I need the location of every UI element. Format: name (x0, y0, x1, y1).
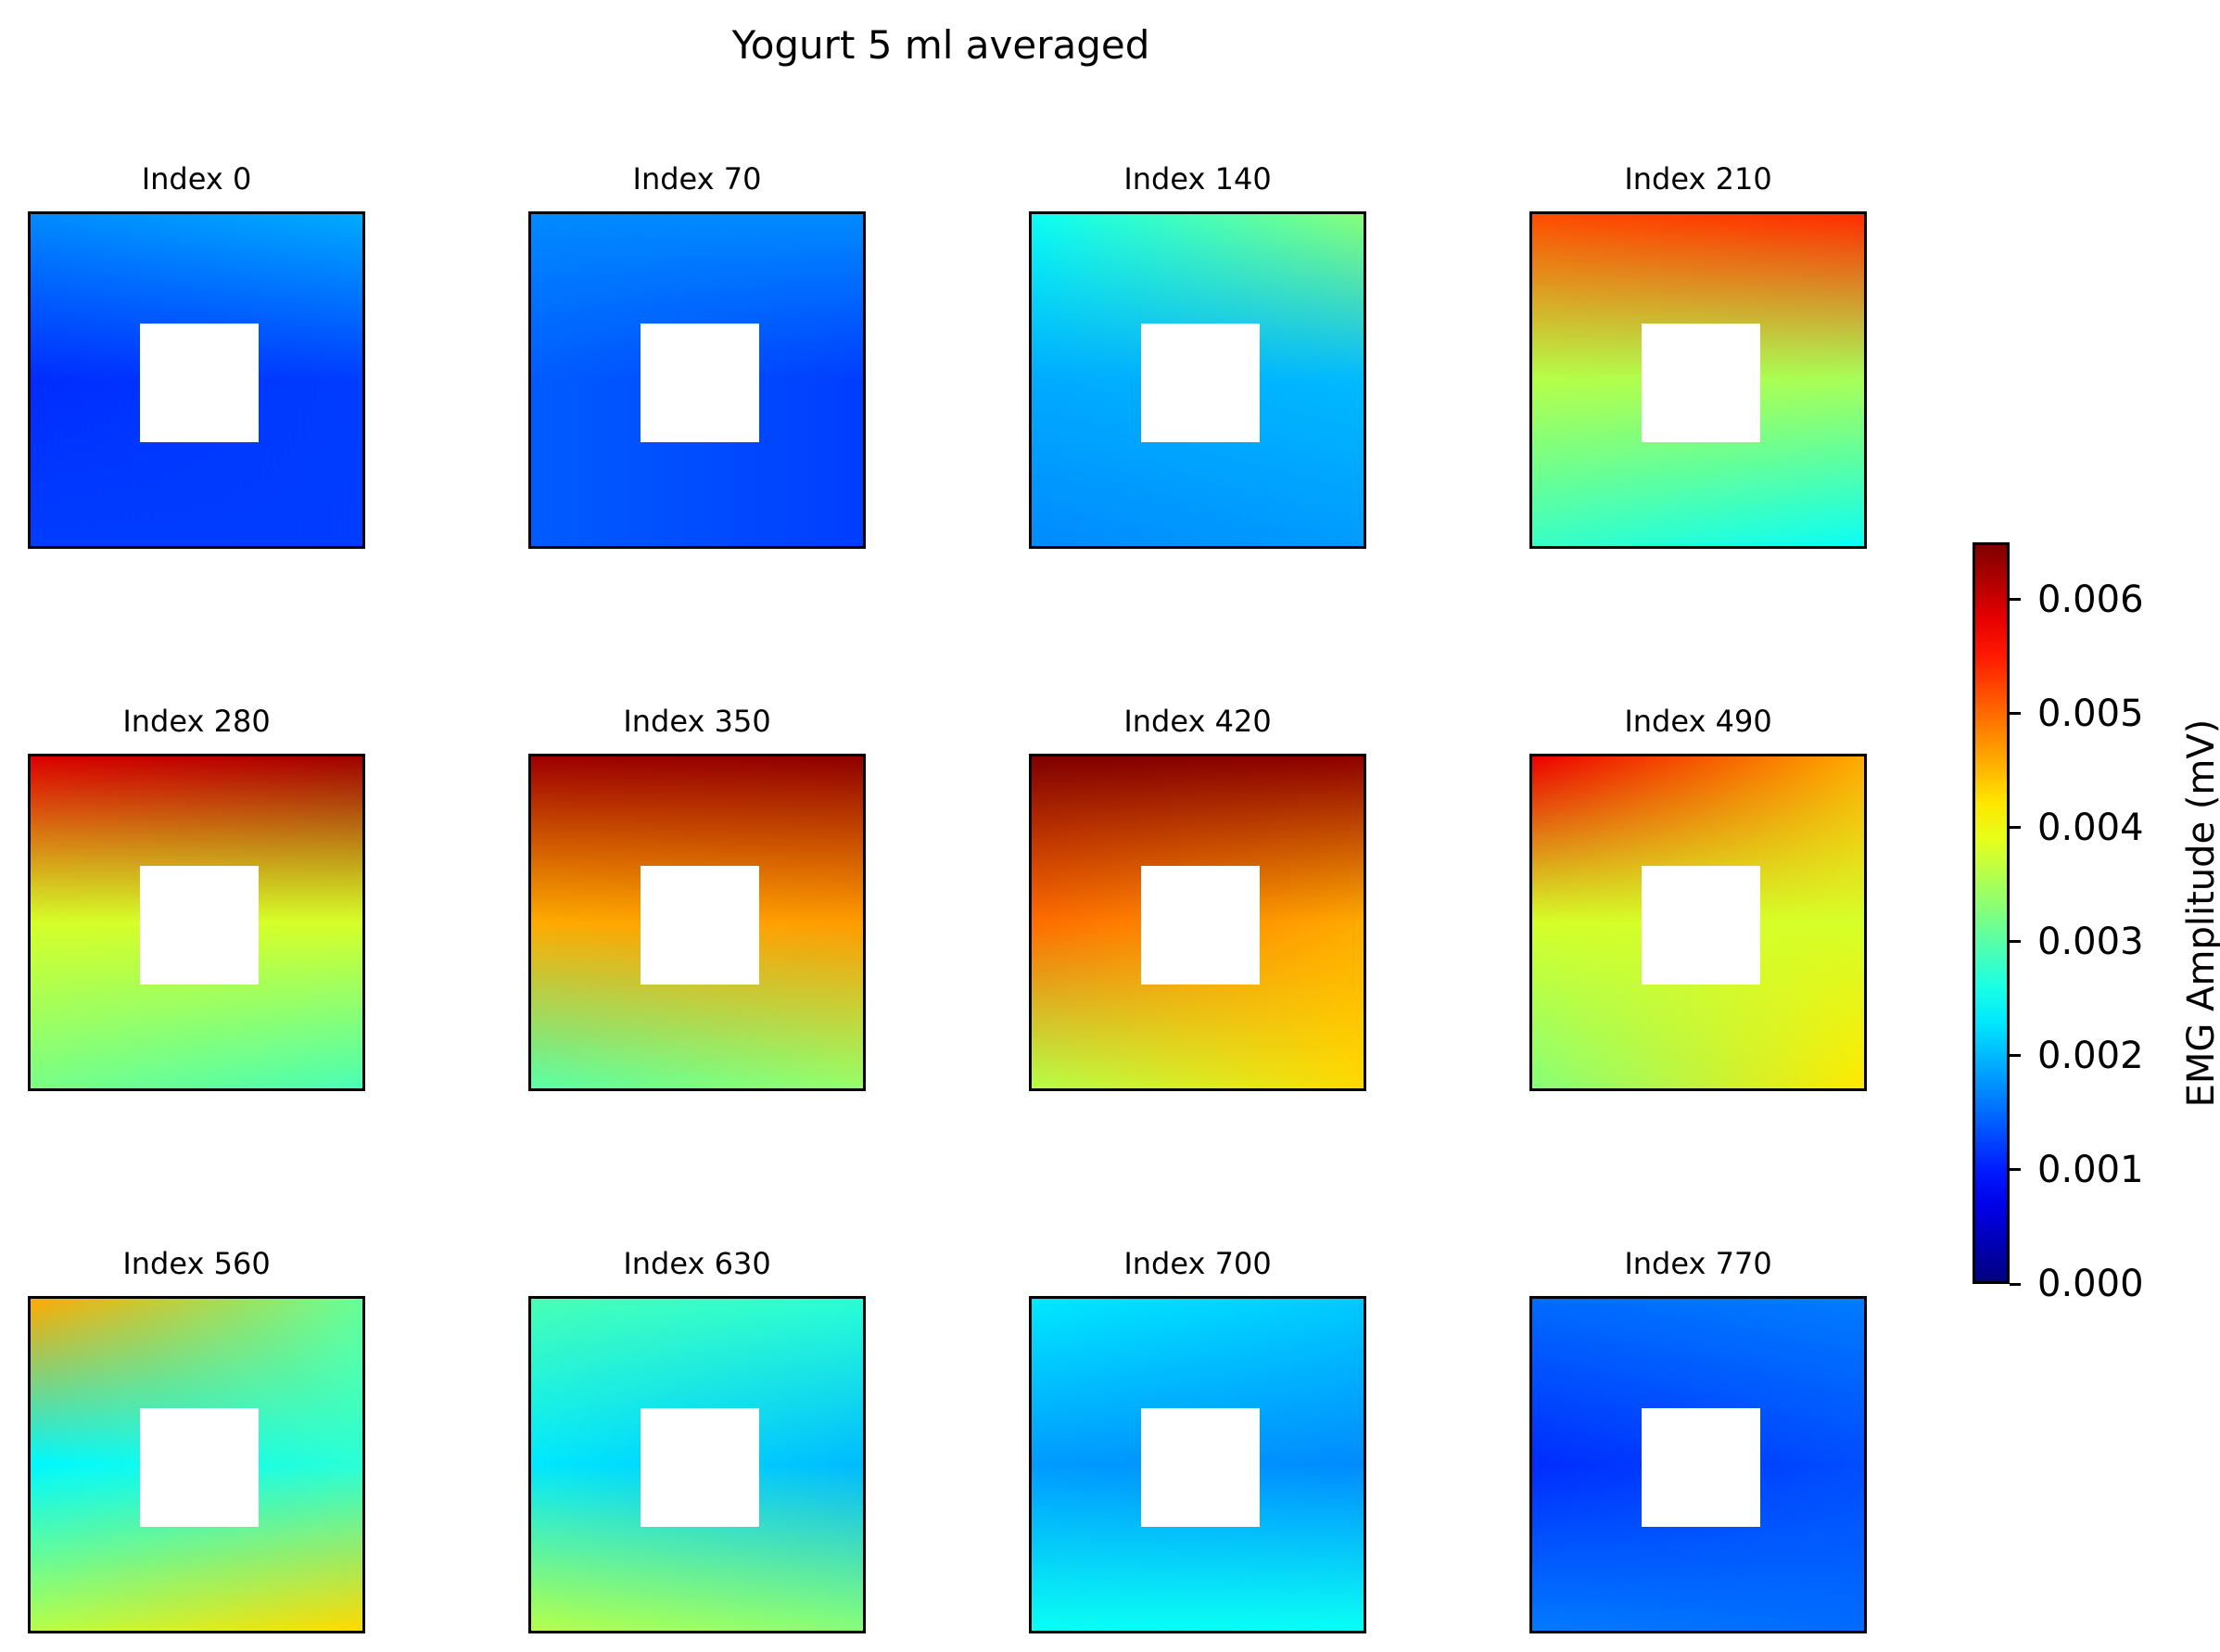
panel-title: Index 280 (122, 704, 271, 739)
colorbar-tick (2010, 1282, 2021, 1286)
panel-title: Index 0 (141, 161, 252, 197)
panel-title: Index 420 (1123, 704, 1272, 739)
chart-title: Yogurt 5 ml averaged (731, 22, 1150, 68)
colorbar-label: EMG Amplitude (mV) (2180, 718, 2220, 1108)
colorbar (1973, 542, 2010, 1284)
heatmap-panel (1029, 211, 1366, 549)
colorbar-tick-label: 0.006 (2037, 578, 2144, 621)
panel-title: Index 140 (1123, 161, 1272, 197)
panel-title: Index 490 (1624, 704, 1772, 739)
heatmap-panel (28, 1296, 365, 1633)
empty-center-cell (140, 1408, 259, 1527)
panel-title: Index 350 (623, 704, 771, 739)
colorbar-tick-label: 0.005 (2037, 692, 2144, 735)
colorbar-tick (2010, 712, 2021, 716)
heatmap-panel (28, 754, 365, 1091)
empty-center-cell (641, 324, 759, 442)
colorbar-tick (2010, 1054, 2021, 1058)
colorbar-tick-label: 0.002 (2037, 1034, 2144, 1077)
colorbar-tick-label: 0.000 (2037, 1263, 2144, 1305)
empty-center-cell (140, 866, 259, 985)
panel-title: Index 770 (1624, 1246, 1772, 1281)
heatmap-panel (1029, 754, 1366, 1091)
empty-center-cell (1642, 1408, 1760, 1527)
colorbar-tick-label: 0.004 (2037, 806, 2144, 849)
empty-center-cell (641, 1408, 759, 1527)
panel-title: Index 210 (1624, 161, 1772, 197)
empty-center-cell (1642, 324, 1760, 442)
empty-center-cell (1642, 866, 1760, 985)
heatmap-panel (1529, 754, 1867, 1091)
empty-center-cell (1141, 866, 1260, 985)
colorbar-tick (2010, 598, 2021, 602)
heatmap-panel (1529, 1296, 1867, 1633)
panel-title: Index 700 (1123, 1246, 1272, 1281)
heatmap-panel (28, 211, 365, 549)
heatmap-panel (528, 211, 866, 549)
colorbar-tick (2010, 1168, 2021, 1172)
colorbar-tick-label: 0.001 (2037, 1148, 2144, 1191)
panel-title: Index 70 (632, 161, 762, 197)
empty-center-cell (1141, 1408, 1260, 1527)
empty-center-cell (641, 866, 759, 985)
heatmap-panel (1529, 211, 1867, 549)
empty-center-cell (140, 324, 259, 442)
colorbar-tick-label: 0.003 (2037, 920, 2144, 963)
colorbar-tick (2010, 826, 2021, 830)
heatmap-panel (528, 754, 866, 1091)
panel-title: Index 630 (623, 1246, 771, 1281)
empty-center-cell (1141, 324, 1260, 442)
colorbar-tick (2010, 940, 2021, 944)
panel-title: Index 560 (122, 1246, 271, 1281)
heatmap-panel (1029, 1296, 1366, 1633)
heatmap-panel (528, 1296, 866, 1633)
